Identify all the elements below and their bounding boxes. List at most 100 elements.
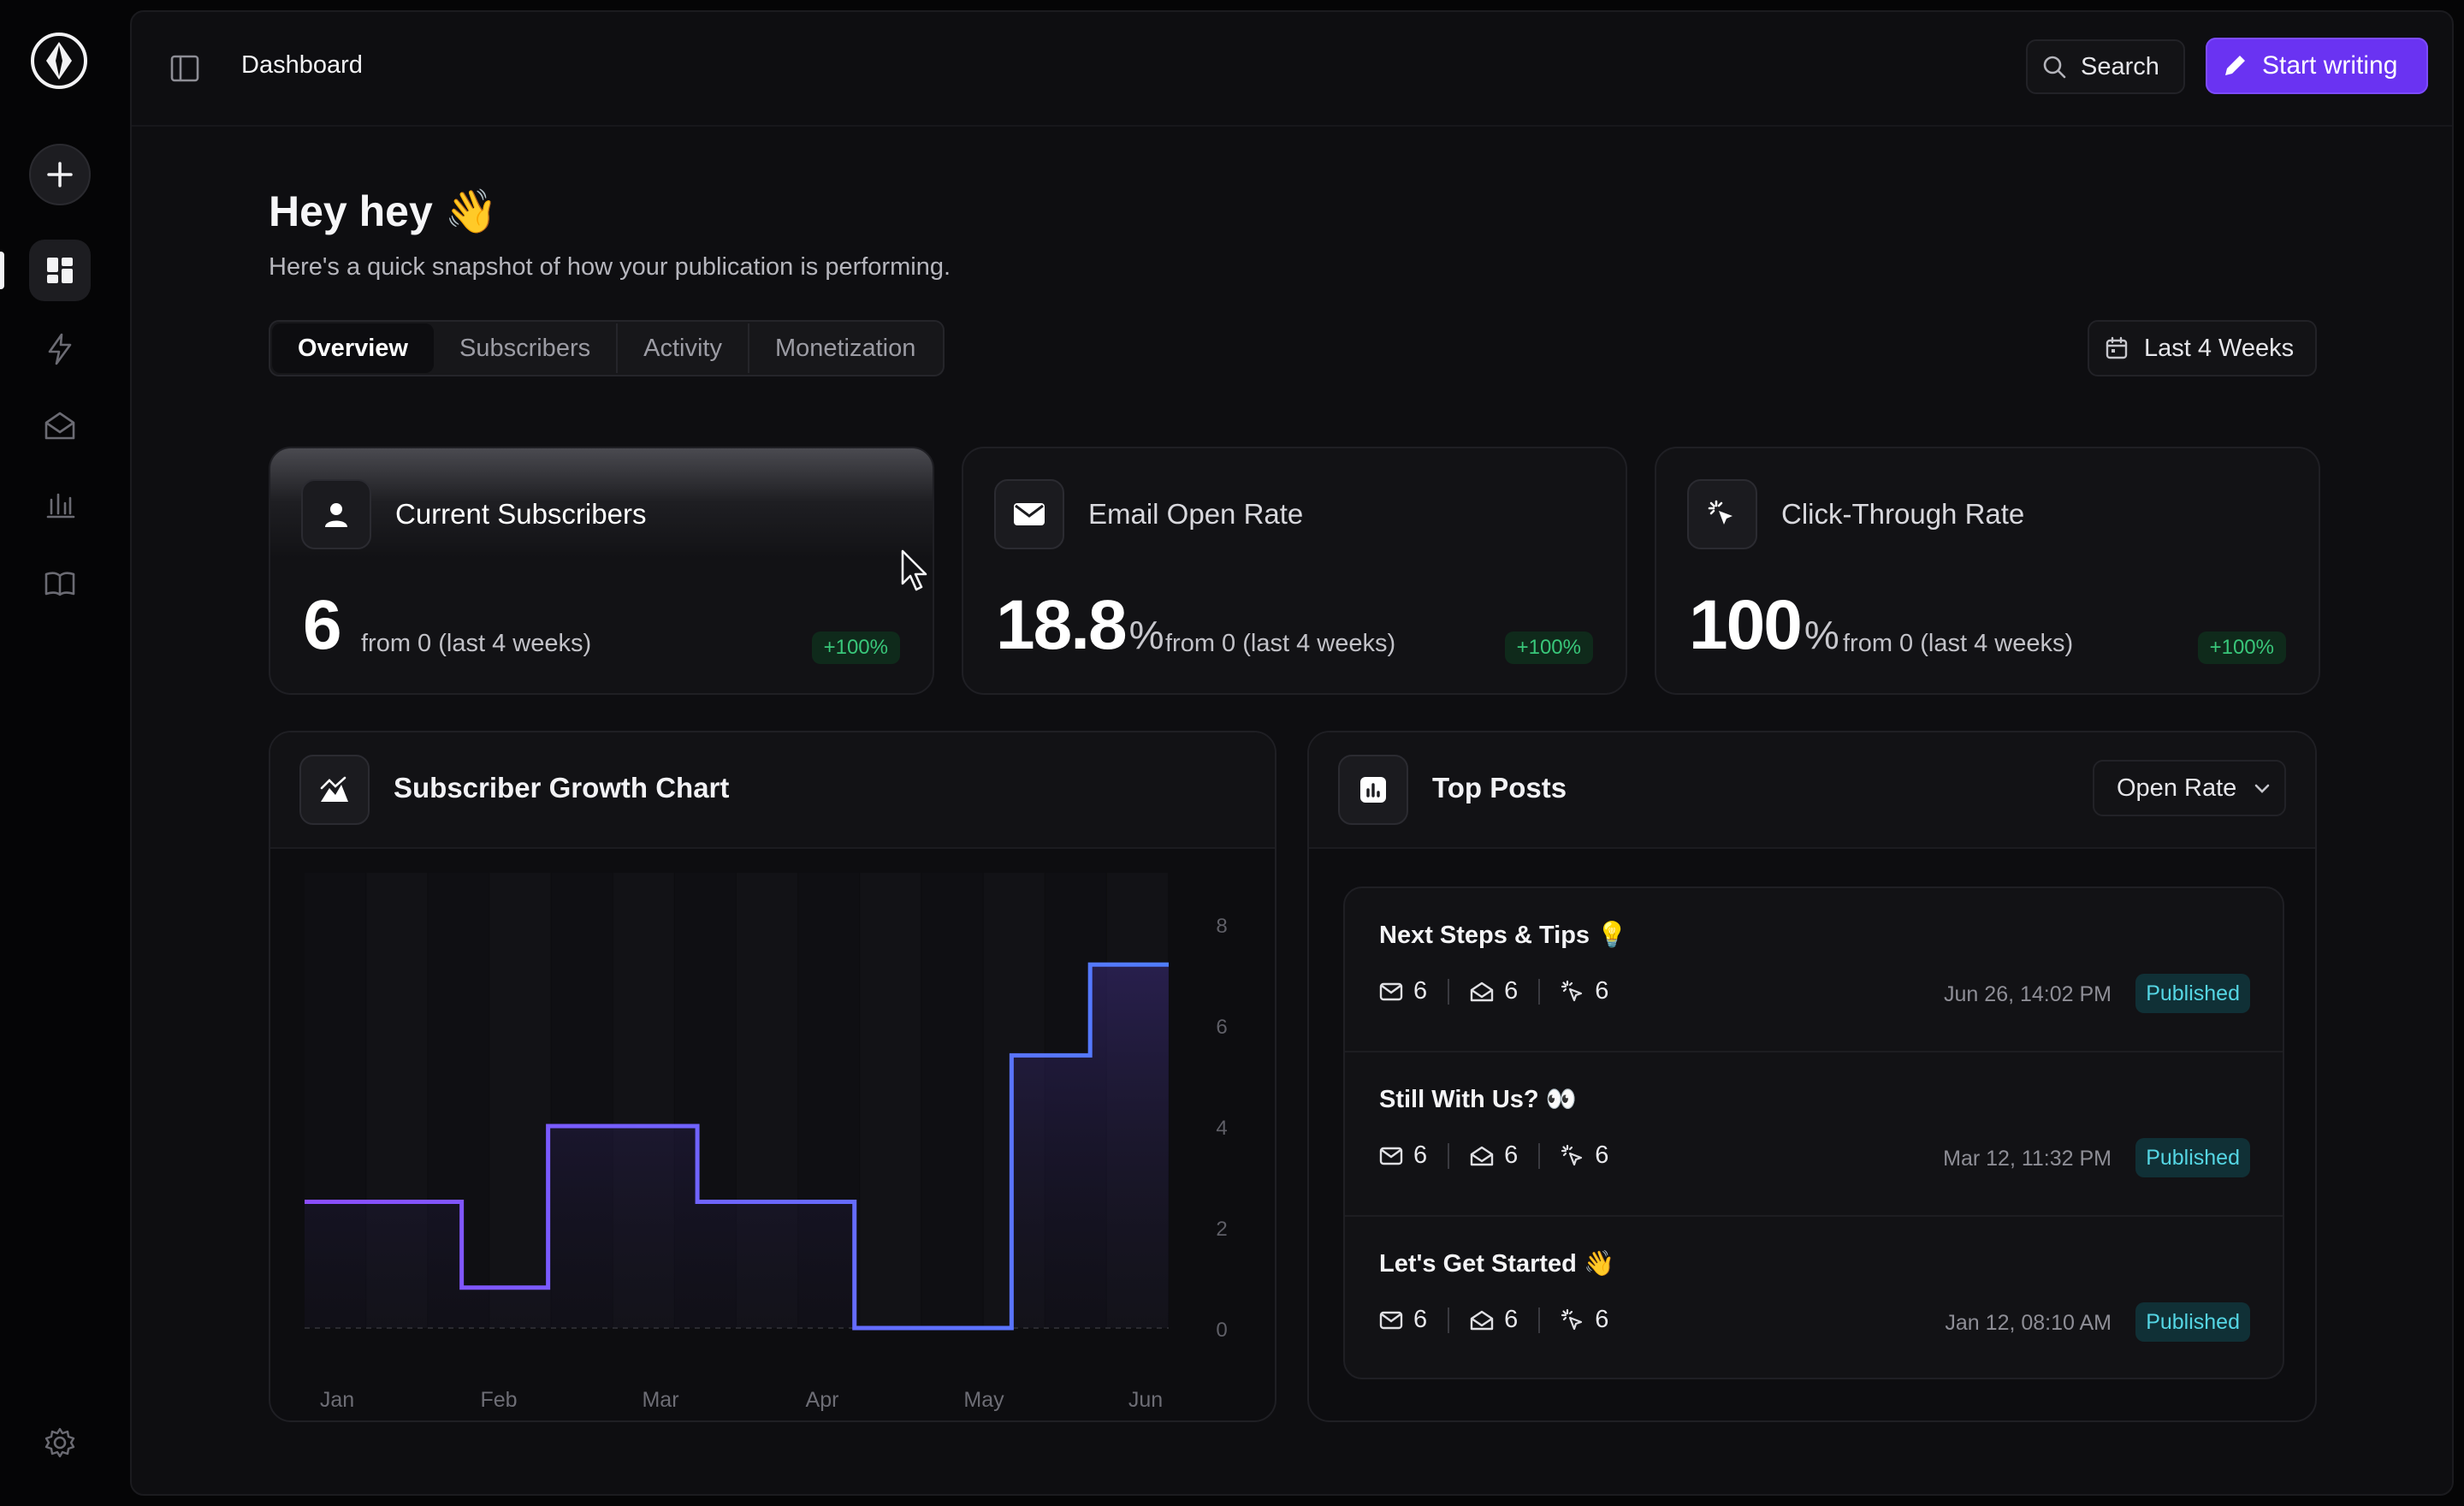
click-icon (1561, 1144, 1583, 1165)
mail-sent-icon (1379, 1147, 1403, 1165)
inbox-icon[interactable] (43, 409, 77, 443)
post-date: Mar 12, 11:32 PM (1943, 1147, 2112, 1171)
clicked-stat: 6 (1561, 1141, 1608, 1170)
diamond-logo-icon (46, 42, 72, 80)
stat-number: 100 (1689, 586, 1803, 664)
mouse-cursor-icon (901, 549, 927, 591)
series-line (305, 962, 1169, 1331)
post-stats: 6 6 6 (1379, 1141, 1608, 1170)
tab-overview[interactable]: Overview (272, 323, 434, 373)
book-icon[interactable] (43, 566, 77, 601)
opened-stat: 6 (1470, 1306, 1518, 1334)
click-icon (1561, 980, 1583, 1001)
column-band (489, 873, 551, 1328)
chart-icon-box (299, 755, 370, 825)
search-button[interactable]: Search (2026, 39, 2185, 94)
chart-title: Subscriber Growth Chart (394, 772, 730, 803)
tab-activity[interactable]: Activity (618, 323, 749, 373)
post-title[interactable]: Next Steps & Tips 💡 (1379, 922, 1628, 949)
stat-icon-box (301, 479, 371, 549)
sort-select[interactable]: Open Rate (2093, 760, 2286, 816)
pen-icon (2225, 56, 2245, 75)
y-tick-label: 2 (1216, 1218, 1227, 1241)
posts-title: Top Posts (1432, 772, 1567, 803)
dashboard-tabs: Overview Subscribers Activity Monetizati… (269, 320, 945, 376)
clicked-stat: 6 (1561, 1306, 1608, 1334)
status-badge: Published (2135, 1302, 2250, 1342)
user-icon (325, 503, 347, 527)
stat-card-subscribers: Current Subscribers 6 from 0 (last 4 wee… (269, 447, 934, 695)
plus-icon (47, 162, 73, 187)
sent-count: 6 (1413, 977, 1428, 1005)
post-item[interactable]: Next Steps & Tips 💡 6 6 (1345, 888, 2283, 1052)
stat-value: 6 (303, 585, 342, 666)
y-tick-label: 6 (1216, 1016, 1227, 1039)
growth-chart: 0 2 4 6 8 Jan Feb Mar Apr May Jun (305, 873, 1228, 1412)
x-tick-label: Feb (480, 1388, 517, 1412)
top-posts-card: Top Posts Open Rate Next Steps & Tips 💡 … (1307, 731, 2317, 1422)
sent-stat: 6 (1379, 1141, 1427, 1170)
opened-count: 6 (1504, 1306, 1519, 1333)
date-range-button[interactable]: Last 4 Weeks (2088, 320, 2317, 376)
post-stats: 6 6 6 (1379, 1306, 1608, 1334)
divider (1538, 1142, 1541, 1169)
top-bar: Dashboard Search Start writing (132, 12, 2452, 127)
mountain-chart-icon (320, 776, 348, 802)
page-title: Hey hey 👋 (269, 187, 498, 235)
stat-card-open-rate: Email Open Rate 18.8% from 0 (last 4 wee… (962, 447, 1627, 695)
stat-comparison: from 0 (last 4 weeks) (361, 630, 592, 657)
start-writing-button[interactable]: Start writing (2206, 38, 2428, 94)
post-title[interactable]: Still With Us? 👀 (1379, 1086, 1577, 1113)
opened-count: 6 (1504, 1141, 1519, 1169)
clicked-count: 6 (1595, 977, 1609, 1005)
divider (1448, 1142, 1450, 1169)
search-label: Search (2081, 52, 2159, 80)
post-item[interactable]: Still With Us? 👀 6 6 (1345, 1052, 2283, 1217)
opened-count: 6 (1504, 977, 1519, 1005)
post-title[interactable]: Let's Get Started 👋 (1379, 1250, 1615, 1278)
opened-stat: 6 (1470, 1141, 1518, 1170)
subscriber-growth-card: Subscriber Growth Chart 0 2 4 6 8 Jan Feb Mar Ap… (269, 731, 1276, 1422)
breadcrumb: Dashboard (241, 51, 363, 79)
brand-logo[interactable] (31, 33, 87, 89)
stat-title: Click-Through Rate (1781, 498, 2025, 530)
active-indicator (0, 252, 4, 289)
divider (1538, 1307, 1541, 1333)
posts-card-header: Top Posts Open Rate (1309, 732, 2315, 849)
post-stats: 6 6 6 (1379, 977, 1608, 1005)
mail-open-icon (1470, 1146, 1494, 1165)
calendar-icon (2106, 336, 2128, 359)
column-band (860, 873, 921, 1328)
settings-gear-icon[interactable] (43, 1426, 77, 1460)
y-tick-label: 8 (1216, 915, 1227, 938)
post-item[interactable]: Let's Get Started 👋 6 6 (1345, 1217, 2283, 1378)
stat-number: 18.8 (996, 586, 1128, 664)
clicked-count: 6 (1595, 1306, 1609, 1333)
x-tick-label: Jan (320, 1388, 354, 1412)
click-icon (1708, 500, 1732, 525)
nav-dashboard[interactable] (29, 240, 91, 301)
stat-title: Email Open Rate (1088, 498, 1304, 530)
stat-unit: % (1128, 613, 1164, 657)
analytics-icon[interactable] (43, 488, 77, 522)
change-badge: +100% (811, 631, 900, 664)
new-post-button[interactable] (29, 144, 91, 205)
lightning-icon[interactable] (43, 332, 77, 366)
sent-stat: 6 (1379, 977, 1427, 1005)
tab-monetization[interactable]: Monetization (774, 334, 916, 362)
stat-number: 6 (303, 586, 342, 664)
main-panel: Dashboard Search Start writing Hey hey 👋… (130, 10, 2454, 1496)
stat-icon-box (1687, 479, 1757, 549)
tab-subscribers[interactable]: Subscribers (434, 323, 619, 373)
sidebar-toggle-icon[interactable] (169, 53, 200, 84)
envelope-icon (1014, 503, 1045, 525)
status-badge: Published (2135, 1138, 2250, 1177)
stat-icon-box (994, 479, 1064, 549)
date-range-label: Last 4 Weeks (2144, 334, 2295, 362)
x-tick-label: May (963, 1388, 1004, 1412)
page-subtitle: Here's a quick snapshot of how your publ… (269, 253, 951, 281)
divider (1538, 978, 1541, 1005)
divider (1448, 978, 1450, 1005)
clicked-count: 6 (1595, 1141, 1609, 1169)
